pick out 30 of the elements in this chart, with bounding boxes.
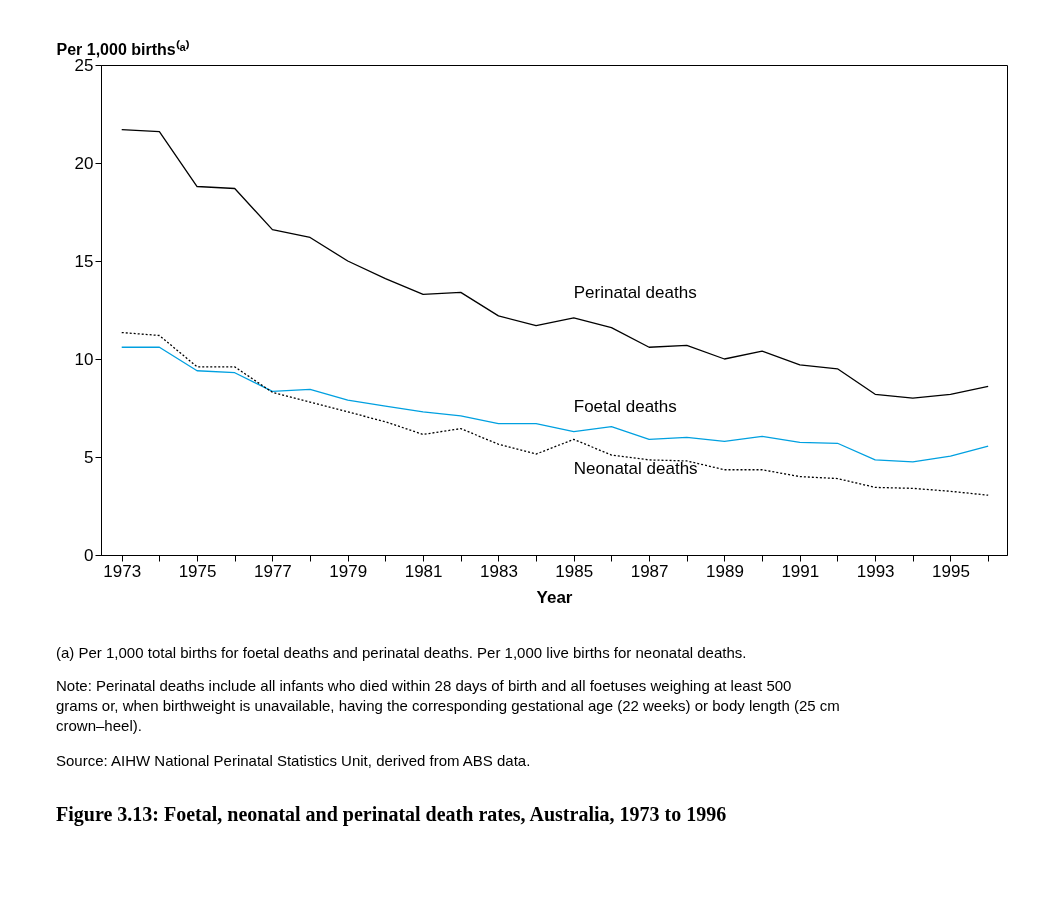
x-tick-label: 1975: [178, 561, 217, 581]
x-tick-label: 1983: [480, 561, 518, 581]
text: Note: Perinatal deaths include all infants who died within 28 days of birth and all foetuses weighing at least 500 grams or, when birthweight is unavailable, having the corresponding gestational age (22 weeks) or body length (25 cm crown–heel).: [56, 677, 840, 734]
y-axis-title: Per 1,000 births⁽ᵃ⁾: [56, 39, 190, 58]
y-tick-label: 0: [84, 545, 94, 565]
series-label: Foetal deaths: [573, 396, 677, 416]
text: (a) Per 1,000 total births for foetal deaths and perinatal deaths. Per 1,000 live births for neonatal deaths.: [56, 644, 747, 661]
x-tick-label: 1993: [856, 561, 895, 581]
source-note: Source: AIHW National Perinatal Statistics Unit, derived from ABS data.: [56, 752, 531, 769]
y-tick-label: 25: [74, 55, 94, 75]
x-axis-title: Year: [536, 587, 573, 607]
line-series: [121, 331, 989, 496]
series-label: Perinatal deaths: [573, 282, 697, 302]
text: Figure 3.13: Foetal, neonatal and perinatal death rates, Australia, 1973 to 1996: [56, 803, 727, 826]
line-series: [121, 346, 989, 463]
x-tick-label: 1995: [932, 561, 970, 581]
line-series: [121, 129, 989, 399]
x-tick-label: 1981: [404, 561, 443, 581]
y-tick-label: 15: [74, 251, 94, 271]
y-tick-label: 5: [84, 447, 94, 467]
x-tick-label: 1989: [706, 561, 744, 581]
x-tick-label: 1987: [630, 561, 669, 581]
y-tick-label: 10: [74, 349, 94, 369]
x-tick-label: 1985: [555, 561, 594, 581]
y-tick-label: 20: [74, 153, 94, 173]
x-tick-label: 1973: [103, 561, 142, 581]
x-tick-label: 1977: [253, 561, 292, 581]
x-tick-label: 1979: [329, 561, 368, 581]
x-tick-label: 1991: [781, 561, 820, 581]
series-label: Neonatal deaths: [573, 459, 698, 479]
